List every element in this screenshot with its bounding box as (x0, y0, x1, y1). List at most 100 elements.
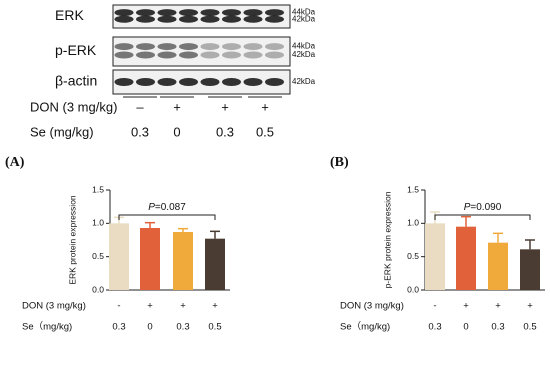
y-tick-label: 1.0 (407, 218, 419, 228)
significance-annotation: P=0.090 (464, 202, 502, 213)
y-tick-label: 1.0 (92, 218, 104, 228)
blot-row-label: β-actin (55, 73, 97, 89)
blot-band (114, 43, 134, 51)
blot-band (179, 15, 198, 23)
blot-band (265, 78, 284, 86)
bar (520, 249, 540, 290)
blot-band (222, 9, 241, 17)
blot-band (179, 43, 198, 51)
bar (109, 223, 129, 290)
x-tick-label: - (117, 301, 120, 312)
blot-band (222, 78, 241, 86)
blot-row-label: ERK (55, 7, 84, 23)
x-tick-label: + (212, 301, 218, 312)
significance-annotation: P=0.087 (148, 202, 186, 213)
blot-band (243, 9, 263, 17)
significance-bracket (434, 214, 531, 220)
bar (488, 242, 508, 290)
blot-band (243, 51, 263, 59)
blot-band (136, 78, 155, 86)
blot-band (136, 15, 155, 23)
x-tick-label: 0.3 (491, 322, 504, 333)
x-row-label: Se（mg/kg) (22, 321, 72, 333)
y-tick-label: 1.5 (92, 184, 104, 194)
size-marker: 42kDa (292, 77, 316, 86)
x-tick-label: + (463, 301, 469, 312)
x-tick-label: 0.5 (523, 322, 536, 333)
blot-band (114, 78, 134, 86)
treatment-value: + (173, 99, 181, 114)
blot-band (114, 51, 134, 59)
y-tick-label: 0.0 (407, 284, 419, 294)
treatment-value: – (136, 99, 144, 114)
panel-label: (A) (5, 155, 25, 170)
size-marker: 42kDa (292, 50, 316, 59)
bar (140, 228, 160, 290)
x-tick-label: - (433, 301, 436, 312)
x-tick-label: + (495, 301, 501, 312)
blot-band (136, 51, 155, 59)
treatment-value: 0.3 (131, 124, 149, 139)
size-marker: 44kDa (292, 8, 316, 17)
treatment-label: Se (mg/kg) (30, 124, 94, 139)
blot-band (222, 43, 241, 51)
p-symbol: P (464, 202, 471, 213)
blot-band (265, 15, 284, 23)
treatment-value: + (221, 99, 229, 114)
x-tick-label: 0.3 (176, 322, 189, 333)
p-symbol: P (148, 202, 155, 213)
blot-band (157, 51, 177, 59)
treatment-value: 0.3 (216, 124, 234, 139)
blot-band (222, 15, 241, 23)
treatment-label: DON (3 mg/kg) (30, 99, 117, 114)
blot-band (136, 43, 155, 51)
y-tick-label: 1.5 (407, 184, 419, 194)
blot-band (157, 15, 177, 23)
blot-band (179, 9, 198, 17)
x-tick-label: 0.5 (208, 322, 221, 333)
treatment-value: + (261, 99, 269, 114)
treatment-value: 0.5 (256, 124, 274, 139)
x-tick-label: 0.3 (112, 322, 125, 333)
bar (173, 232, 193, 290)
x-row-label: DON (3 mg/kg) (22, 301, 86, 312)
blot-band (157, 43, 177, 51)
blot-band (265, 51, 284, 59)
blot-panel (112, 36, 291, 67)
x-tick-label: + (180, 301, 186, 312)
x-tick-label: + (147, 301, 153, 312)
x-tick-label: 0.3 (428, 322, 441, 333)
blot-band (114, 9, 134, 17)
blot-band (200, 78, 220, 86)
blot-band (114, 15, 134, 23)
blot-band (200, 15, 220, 23)
blot-band (157, 9, 177, 17)
treatment-value: 0 (173, 124, 180, 139)
p-value: =0.090 (470, 202, 501, 213)
blot-band (157, 78, 177, 86)
blot-band (200, 51, 220, 59)
y-tick-label: 0.5 (92, 251, 104, 261)
significance-bracket (118, 214, 216, 220)
blot-band (200, 9, 220, 17)
blot-panel (112, 4, 291, 29)
blot-band (136, 9, 155, 17)
y-tick-label: 0.0 (92, 284, 104, 294)
y-axis-label: p-ERK protein expression (382, 191, 392, 288)
panel-label: (B) (330, 155, 349, 170)
blot-band (243, 78, 263, 86)
blot-band (179, 51, 198, 59)
x-tick-label: + (527, 301, 533, 312)
blot-band (179, 78, 198, 86)
p-value: =0.087 (155, 202, 186, 213)
blot-band (243, 15, 263, 23)
blot-band (265, 9, 284, 17)
size-marker: 44kDa (292, 42, 316, 51)
y-axis-label: ERK protein expression (67, 195, 77, 285)
x-row-label: Se（mg/kg) (340, 321, 390, 333)
blot-band (200, 43, 220, 51)
bar (456, 226, 476, 290)
bar (205, 238, 225, 290)
blot-band (265, 43, 284, 51)
